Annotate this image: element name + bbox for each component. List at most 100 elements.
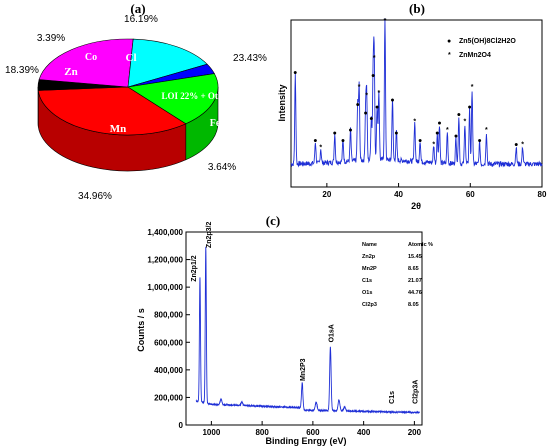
xrd-x-tick-label: 40 — [394, 190, 403, 199]
xrd-peak-marker: * — [377, 90, 380, 97]
pie-slice-label-zn: Zn — [64, 66, 77, 78]
xps-peak-label-mn2p3: Mn2P3 — [300, 358, 307, 381]
xrd-peak-marker: ● — [418, 137, 422, 144]
xrd-peak-marker: * — [485, 127, 488, 134]
xrd-peak-marker: ● — [457, 111, 461, 118]
pie-slice-zn — [127, 73, 219, 125]
xps-chart: (c) 0 200,000 400,000 600,000 800,000 1,000,0… — [136, 213, 433, 446]
legend-marker-2: * — [448, 52, 451, 59]
pie-slice-loi-22-others — [38, 38, 134, 88]
xps-chart-panel: (c) 0 200,000 400,000 600,000 800,000 1,000,0… — [130, 212, 433, 448]
xrd-peak-marker: ● — [363, 110, 367, 117]
xps-table-cell: O1s — [362, 290, 372, 296]
xps-table-cell: 8.05 — [408, 302, 419, 308]
pie-slice-cl — [127, 38, 208, 88]
xps-table-cell: 8.65 — [408, 266, 419, 272]
pie-pct-mn: 34.96% — [78, 191, 112, 202]
xps-table-header: Atomic % — [408, 242, 433, 248]
xrd-legend: ● Zn5(OH)8Cl2H2O * ZnMn2O4 — [447, 38, 516, 59]
xrd-plot-frame — [290, 19, 543, 188]
xrd-peak-marker: ● — [467, 104, 471, 111]
pie-slice-label-mn: Mn — [110, 123, 127, 135]
xrd-peak-marker: ● — [369, 116, 373, 123]
xrd-peak-marker: * — [521, 142, 524, 149]
xps-y-tick-label: 1,200,000 — [147, 256, 183, 265]
xps-table-header: Name — [362, 242, 377, 248]
xps-x-tick-label: 600 — [306, 428, 320, 437]
xps-table-cell: Zn2p — [362, 254, 376, 260]
xps-series-line — [195, 246, 420, 415]
xrd-peak-marker: * — [365, 93, 368, 100]
panel-c-label: (c) — [266, 213, 280, 228]
xrd-peak-marker: ● — [454, 133, 458, 140]
xps-table-cell: 44.76 — [408, 290, 422, 296]
xrd-peak-marker: ● — [293, 70, 297, 77]
xrd-x-tick-label: 20 — [322, 190, 331, 199]
xps-y-tick-label: 1,000,000 — [147, 283, 183, 292]
xrd-peak-marker: * — [384, 18, 387, 25]
xps-y-tick-label: 200,000 — [154, 393, 183, 402]
legend-marker-1: ● — [447, 38, 451, 45]
legend-label-2: ZnMn2O4 — [459, 52, 491, 59]
pie-pct-co: 3.39% — [37, 33, 65, 44]
pie-slice-mn — [37, 86, 187, 136]
xrd-x-tick-label: 60 — [466, 190, 475, 199]
xps-x-axis-title: Binding Enrgy (eV) — [266, 436, 347, 446]
xrd-peak-marker: ● — [437, 120, 441, 127]
xps-peak-label-c1s: C1s — [389, 391, 396, 404]
xrd-peak-marker: * — [471, 84, 474, 91]
xps-table-cell: Cl2p3 — [362, 302, 377, 308]
xps-table-cell: Mn2P — [362, 266, 377, 272]
pie-chart: (a) Mn Fe LOI 22% + Others Cl Co Zn 34.96% 3.6… — [5, 1, 267, 202]
xrd-peak-marker: * — [358, 84, 361, 91]
pie-pct-loi-22-others: 23.43% — [233, 53, 267, 64]
xrd-y-axis-title: Intensity — [277, 84, 287, 121]
xps-x-tick-label: 200 — [408, 428, 422, 437]
xrd-peak-marker: ● — [394, 130, 398, 137]
xps-x-tick-label: 1000 — [202, 428, 220, 437]
legend-label-1: Zn5(OH)8Cl2H2O — [459, 38, 516, 45]
pie-chart-panel: (a) Mn Fe LOI 22% + Others Cl Co Zn 34.96% 3.6… — [0, 0, 275, 210]
xrd-chart: (b) 20 40 60 80 ●●*●●●●*●*●●*●**●●*●*●●*●●*… — [277, 1, 547, 211]
xps-plot-frame — [185, 231, 423, 426]
xps-y-tick-label: 1,400,000 — [147, 228, 183, 237]
xrd-peak-marker: * — [464, 119, 467, 126]
pie-pct-cl: 16.19% — [124, 14, 158, 25]
xps-peak-label-cl2p3a: Cl2p3A — [413, 380, 420, 404]
xrd-peak-marker: ● — [514, 142, 518, 149]
xps-peak-label-zn2p1-2: Zn2p1/2 — [191, 255, 198, 282]
pie-slice-label-cl: Cl — [126, 52, 137, 64]
panel-b-label: (b) — [409, 1, 425, 16]
xrd-peak-marker: ● — [348, 127, 352, 134]
xrd-peak-marker: ● — [313, 137, 317, 144]
xrd-peak-marker: ● — [333, 130, 337, 137]
xrd-chart-panel: (b) 20 40 60 80 ● ● * ● ● ● ● * ● * ● ● * ● * * ● ● * ● * ● ● * ● ● *… — [275, 0, 550, 211]
xrd-x-tick-label: 80 — [538, 190, 547, 199]
xrd-peak-marker: ● — [477, 137, 481, 144]
pie-slice-label-loi-22-others: LOI 22% + Others — [162, 91, 235, 101]
xps-peak-label-o1sa: O1sA — [328, 324, 335, 342]
xps-table-cell: 21.07 — [408, 278, 422, 284]
pie-slice-label-co: Co — [85, 52, 97, 63]
xrd-peak-marker: * — [373, 55, 376, 62]
xrd-peak-marker: * — [446, 127, 449, 134]
xrd-series-line — [290, 18, 543, 168]
xrd-peak-marker: ● — [341, 137, 345, 144]
xrd-peak-marker: ● — [390, 97, 394, 104]
xps-table-cell: 15.45 — [408, 254, 422, 260]
xrd-peak-marker: ● — [375, 104, 379, 111]
xrd-x-axis-title: 2θ — [411, 201, 421, 211]
pie-pct-zn: 18.39% — [5, 65, 39, 76]
xrd-peak-marker: * — [432, 142, 435, 149]
xps-y-axis-title: Counts / s — [136, 308, 146, 352]
xps-y-tick-label: 0 — [179, 421, 184, 430]
xps-y-tick-label: 400,000 — [154, 366, 183, 375]
xps-y-tick-label: 800,000 — [154, 311, 183, 320]
xps-x-tick-label: 400 — [357, 428, 371, 437]
xrd-peak-marker: * — [319, 145, 322, 152]
pie-pct-fe: 3.64% — [208, 162, 236, 173]
xrd-peak-marker: ● — [371, 73, 375, 80]
xrd-peak-marker: * — [413, 119, 416, 126]
xps-x-tick-label: 800 — [255, 428, 269, 437]
panel-a-label: (a) — [130, 1, 145, 16]
